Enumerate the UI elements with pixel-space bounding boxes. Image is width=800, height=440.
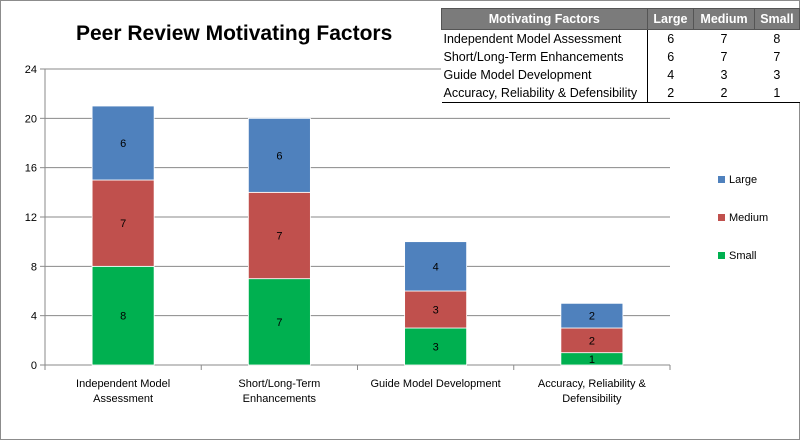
- bar-segment-small: [91, 265, 155, 366]
- x-tick-label: Guide Model Development: [371, 378, 501, 390]
- data-label: 2: [589, 335, 595, 347]
- table-row: Guide Model Development 4 3 3: [441, 66, 800, 84]
- table-cell-large: 4: [667, 68, 675, 82]
- table-cell-factor: Independent Model Assessment: [441, 29, 648, 48]
- x-tick-label-line: Short/Long-Term: [238, 378, 320, 390]
- y-tick-label: 24: [25, 64, 37, 76]
- bars: 8 7 6 7 7 6 3 3 4 1 2 2: [91, 105, 624, 366]
- x-tick-label: Accuracy, Reliability & Defensibility: [538, 378, 647, 405]
- data-label: 8: [120, 311, 126, 323]
- bar-segment-large: [404, 241, 468, 292]
- bar-segment-large: [247, 117, 311, 193]
- chart-title: Peer Review Motivating Factors: [76, 22, 393, 45]
- table-cell-large: 2: [647, 84, 694, 103]
- bar-segment-large: [91, 105, 155, 181]
- table-cell-large: 6: [667, 50, 675, 64]
- data-label: 1: [589, 354, 595, 366]
- table-header-factors: Motivating Factors: [441, 8, 648, 30]
- bar-segment-medium: [247, 191, 311, 280]
- legend-swatch-large: [718, 176, 725, 183]
- legend-swatch-small: [718, 252, 725, 259]
- table-cell-small: 3: [773, 68, 781, 82]
- x-tick-label-line: Guide Model Development: [371, 378, 501, 390]
- table-cell-medium: 3: [720, 68, 728, 82]
- table-cell-small: 7: [773, 50, 781, 64]
- y-tick-label: 0: [31, 360, 37, 372]
- data-label: 6: [120, 138, 126, 150]
- table-row: Independent Model Assessment 6 7 8: [441, 29, 800, 48]
- table-cell-factor: Guide Model Development: [441, 66, 648, 84]
- data-label: 2: [589, 311, 595, 323]
- data-label: 3: [433, 342, 439, 354]
- y-tick-label: 8: [31, 261, 37, 273]
- table-cell-small: 1: [754, 84, 800, 103]
- legend: Large Medium Small: [718, 174, 768, 262]
- legend-label: Large: [729, 174, 757, 186]
- data-label: 6: [276, 150, 282, 162]
- data-label: 3: [433, 305, 439, 317]
- table-cell-medium: 7: [720, 50, 728, 64]
- x-tick-label-line: Independent Model: [76, 378, 170, 390]
- x-tick-label: Independent Model Assessment: [76, 378, 170, 405]
- table-cell-factor: Short/Long-Term Enhancements: [441, 48, 648, 66]
- table-header-large: Large: [646, 8, 695, 30]
- data-label: 7: [120, 218, 126, 230]
- x-tick-label-line: Defensibility: [562, 393, 622, 405]
- x-tick-label: Short/Long-Term Enhancements: [238, 378, 320, 405]
- data-table: Motivating Factors Large Medium Small In…: [441, 8, 800, 103]
- y-tick-label: 20: [25, 113, 37, 125]
- table-header-small: Small: [753, 8, 800, 30]
- y-tick-label: 12: [25, 212, 37, 224]
- table-row: Short/Long-Term Enhancements 6 7 7: [441, 48, 800, 66]
- table-row: Accuracy, Reliability & Defensibility 2 …: [441, 84, 800, 103]
- y-tick-label: 4: [31, 311, 37, 323]
- data-label: 7: [276, 317, 282, 329]
- y-tick-label: 16: [25, 163, 37, 175]
- legend-label: Medium: [729, 212, 768, 224]
- table-cell-medium: 7: [720, 32, 728, 46]
- bar-segment-medium: [91, 179, 155, 267]
- table-header-medium: Medium: [693, 8, 755, 30]
- legend-swatch-medium: [718, 214, 725, 221]
- data-label: 7: [276, 231, 282, 243]
- bar-segment-large: [560, 302, 624, 329]
- bar-segment-small: [404, 327, 468, 366]
- table-cell-large: 6: [667, 32, 675, 46]
- table-cell-small: 8: [773, 32, 781, 46]
- table-cell-factor: Accuracy, Reliability & Defensibility: [441, 84, 648, 103]
- data-label: 4: [433, 261, 439, 273]
- legend-label: Small: [729, 250, 757, 262]
- bar-segment-medium: [560, 327, 624, 354]
- table-header-row: Motivating Factors Large Medium Small: [441, 8, 800, 30]
- bar-segment-small: [247, 278, 311, 366]
- x-tick-label-line: Accuracy, Reliability &: [538, 378, 647, 390]
- table-cell-medium: 2: [693, 84, 755, 103]
- bar-segment-medium: [404, 290, 468, 329]
- x-tick-label-line: Enhancements: [243, 393, 317, 405]
- x-tick-label-line: Assessment: [93, 393, 153, 405]
